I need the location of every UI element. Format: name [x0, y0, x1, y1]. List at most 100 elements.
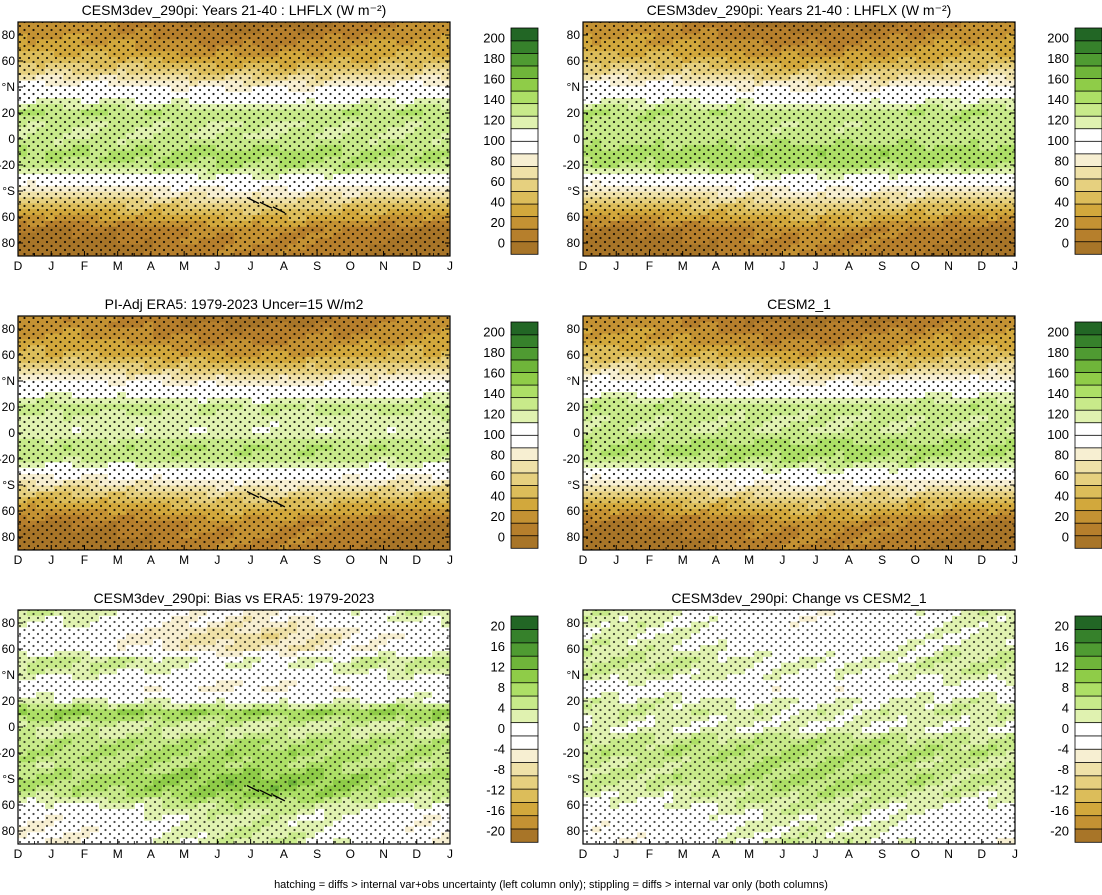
colorbar-swatch: [1074, 203, 1102, 218]
lat-tick-label: °N: [2, 80, 15, 94]
colorbar-swatch: [510, 140, 539, 155]
colorbar-swatch: [1074, 27, 1102, 42]
lat-tick-label: -20: [563, 158, 581, 172]
lat-tick-label: 60: [2, 54, 16, 68]
lat-tick-label: 80: [2, 28, 16, 42]
colorbar-tick-label: 20: [491, 215, 505, 230]
panel-title: CESM3dev_290pi: Years 21-40 : LHFLX (W m…: [647, 2, 952, 18]
month-tick-label: M: [678, 259, 688, 273]
lat-tick-label: -20: [0, 158, 15, 172]
colorbar-tick-label: 200: [1047, 30, 1069, 45]
month-tick-label: D: [579, 259, 588, 273]
lat-tick-label: 0: [573, 132, 580, 146]
colorbar-tick-label: 20: [1055, 215, 1069, 230]
colorbar-tick-label: 100: [1047, 133, 1069, 148]
stipple-overlay: [18, 22, 450, 256]
colorbar-tick-label: 0: [1062, 236, 1069, 251]
panel-3: PI-Adj ERA5: 1979-2023 Uncer=15 W/m2D J F M…: [0, 296, 539, 567]
panel-1: CESM3dev_290pi: Years 21-40 : LHFLX (W m…: [0, 2, 539, 273]
colorbar-tick-label: 80: [1055, 154, 1069, 169]
lat-tick-label: 20: [567, 106, 581, 120]
colorbar-swatch: [1074, 190, 1102, 205]
month-tick-label: J: [1012, 259, 1018, 273]
colorbar-swatch: [510, 153, 539, 167]
colorbar-swatch: [510, 52, 539, 67]
month-tick-label: D: [412, 259, 421, 273]
month-tick-label: J: [813, 259, 819, 273]
colorbar-tick-label: 80: [491, 154, 505, 169]
heatmap-field: [18, 316, 450, 550]
month-tick-label: J: [248, 259, 254, 273]
lat-tick-label: 60: [2, 210, 16, 224]
month-tick-label: A: [280, 259, 288, 273]
colorbar-swatch: [510, 102, 539, 117]
colorbar-tick-label: 100: [483, 133, 505, 148]
month-tick-label: A: [147, 259, 155, 273]
month-tick-label: D: [14, 259, 23, 273]
month-tick-label: F: [646, 259, 653, 273]
colorbar-tick-label: 60: [491, 174, 505, 189]
lat-tick-label: 60: [567, 210, 581, 224]
lat-tick-label: °N: [567, 80, 580, 94]
colorbar-tick-label: 140: [1047, 92, 1069, 107]
panel-2: CESM3dev_290pi: Years 21-40 : LHFLX (W m…: [563, 2, 1102, 273]
hatch-mark: [259, 201, 273, 209]
month-tick-label: S: [878, 259, 886, 273]
colorbar-swatch: [1074, 115, 1102, 130]
month-tick-label: O: [346, 259, 355, 273]
month-tick-label: J: [613, 259, 619, 273]
colorbar-swatch: [1074, 128, 1102, 142]
colorbar-swatch: [510, 178, 539, 192]
colorbar-tick-label: 120: [483, 112, 505, 127]
colorbar-swatch: [1074, 165, 1102, 180]
colorbar-tick-label: 160: [483, 71, 505, 86]
colorbar-swatch: [510, 128, 539, 142]
colorbar-swatch: [510, 27, 539, 42]
colorbar-swatch: [1074, 228, 1102, 243]
colorbar-swatch: [510, 165, 539, 180]
month-tick-label: A: [712, 259, 720, 273]
colorbar-tick-label: 0: [498, 236, 505, 251]
colorbar-swatch: [510, 203, 539, 218]
month-tick-label: M: [113, 259, 123, 273]
colorbar-tick-label: 40: [491, 195, 505, 210]
colorbar-swatch: [1074, 40, 1102, 54]
month-tick-label: J: [48, 259, 54, 273]
month-tick-label: D: [977, 259, 986, 273]
lat-tick-label: 0: [8, 132, 15, 146]
colorbar-tick-label: 60: [1055, 174, 1069, 189]
colorbar-swatch: [510, 90, 539, 105]
colorbar-swatch: [510, 228, 539, 243]
heatmap-field: [18, 22, 450, 256]
colorbar-swatch: [1074, 90, 1102, 105]
month-tick-label: N: [379, 259, 388, 273]
colorbar-swatch: [510, 241, 539, 255]
lat-tick-label: °S: [567, 184, 580, 198]
month-tick-label: M: [179, 259, 189, 273]
colorbar-swatch: [510, 77, 539, 92]
stipple-overlay: [583, 22, 1015, 256]
colorbar-tick-label: 120: [1047, 112, 1069, 127]
colorbar-swatch: [1074, 140, 1102, 155]
colorbar-swatch: [1074, 102, 1102, 117]
colorbar-swatch: [510, 65, 539, 79]
month-tick-label: M: [744, 259, 754, 273]
colorbar-tick-label: 40: [1055, 195, 1069, 210]
colorbar-swatch: [510, 215, 539, 230]
colorbar-tick-label: 180: [483, 51, 505, 66]
month-tick-label: F: [81, 259, 88, 273]
lat-tick-label: °S: [2, 184, 15, 198]
lat-tick-label: 80: [567, 236, 581, 250]
colorbar-tick-label: 200: [483, 30, 505, 45]
month-tick-label: O: [911, 259, 920, 273]
colorbar-swatch: [1074, 178, 1102, 192]
month-tick-label: J: [214, 259, 220, 273]
panel-title: CESM3dev_290pi: Years 21-40 : LHFLX (W m…: [82, 2, 387, 18]
month-tick-label: S: [313, 259, 321, 273]
colorbar-swatch: [1074, 153, 1102, 167]
month-tick-label: J: [447, 259, 453, 273]
month-tick-label: A: [845, 259, 853, 273]
